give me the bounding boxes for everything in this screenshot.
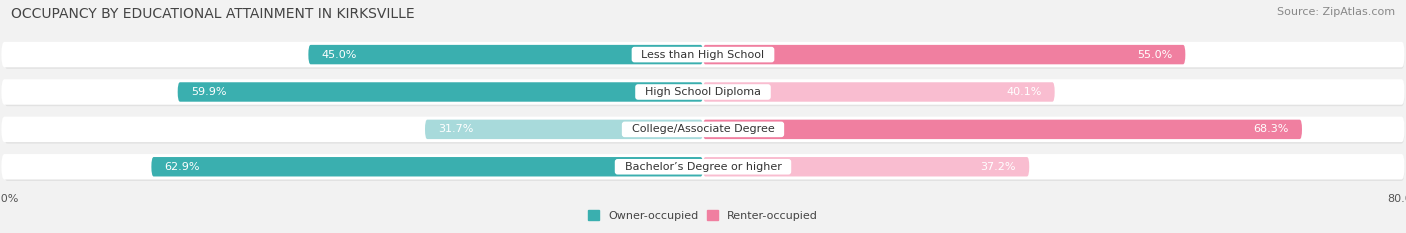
FancyBboxPatch shape	[4, 156, 1405, 181]
FancyBboxPatch shape	[703, 82, 1054, 102]
FancyBboxPatch shape	[703, 45, 1185, 64]
Text: 62.9%: 62.9%	[165, 162, 200, 172]
Legend: Owner-occupied, Renter-occupied: Owner-occupied, Renter-occupied	[588, 210, 818, 221]
Text: Less than High School: Less than High School	[634, 50, 772, 60]
FancyBboxPatch shape	[152, 157, 703, 176]
Text: 37.2%: 37.2%	[980, 162, 1017, 172]
FancyBboxPatch shape	[177, 82, 703, 102]
Text: 55.0%: 55.0%	[1137, 50, 1173, 60]
Text: 68.3%: 68.3%	[1254, 124, 1289, 134]
Text: Source: ZipAtlas.com: Source: ZipAtlas.com	[1277, 7, 1395, 17]
FancyBboxPatch shape	[1, 117, 1405, 142]
Text: Bachelor’s Degree or higher: Bachelor’s Degree or higher	[617, 162, 789, 172]
FancyBboxPatch shape	[1, 79, 1405, 105]
FancyBboxPatch shape	[703, 120, 1302, 139]
Text: High School Diploma: High School Diploma	[638, 87, 768, 97]
Text: 31.7%: 31.7%	[439, 124, 474, 134]
FancyBboxPatch shape	[4, 43, 1405, 69]
FancyBboxPatch shape	[308, 45, 703, 64]
FancyBboxPatch shape	[703, 157, 1029, 176]
Text: College/Associate Degree: College/Associate Degree	[624, 124, 782, 134]
FancyBboxPatch shape	[1, 42, 1405, 67]
FancyBboxPatch shape	[1, 154, 1405, 179]
FancyBboxPatch shape	[4, 81, 1405, 106]
FancyBboxPatch shape	[425, 120, 703, 139]
Text: 59.9%: 59.9%	[191, 87, 226, 97]
FancyBboxPatch shape	[4, 118, 1405, 144]
Text: 40.1%: 40.1%	[1007, 87, 1042, 97]
Text: OCCUPANCY BY EDUCATIONAL ATTAINMENT IN KIRKSVILLE: OCCUPANCY BY EDUCATIONAL ATTAINMENT IN K…	[11, 7, 415, 21]
Text: 45.0%: 45.0%	[322, 50, 357, 60]
